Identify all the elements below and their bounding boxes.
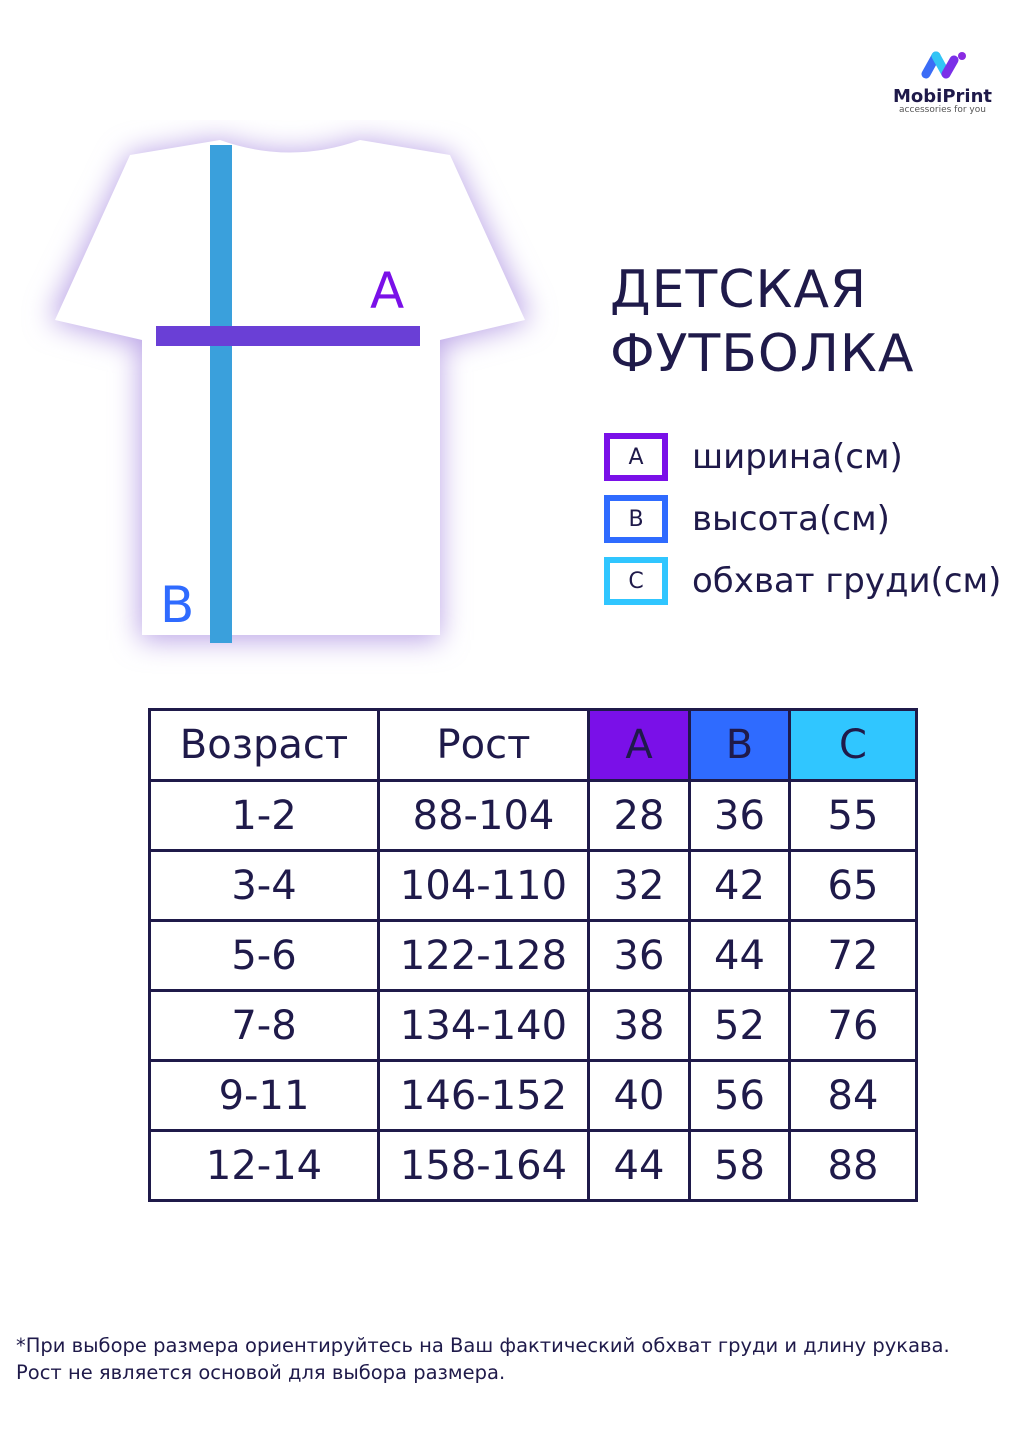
width-ruler (156, 326, 420, 346)
table-cell: 9-11 (148, 1059, 380, 1132)
table-cell: 40 (587, 1059, 691, 1132)
legend-item-a: A ширина(см) (604, 433, 903, 481)
legend-key: B (604, 495, 668, 543)
column-header: A (587, 708, 691, 782)
table-cell: 104-110 (377, 849, 590, 922)
table-cell: 158-164 (377, 1129, 590, 1202)
legend-label: ширина(см) (692, 437, 903, 477)
brand-logo: MobiPrint accessories for you (880, 50, 1005, 115)
table-cell: 88 (788, 1129, 918, 1202)
table-cell: 7-8 (148, 989, 380, 1062)
table-cell: 84 (788, 1059, 918, 1132)
legend-key: A (604, 433, 668, 481)
table-cell: 122-128 (377, 919, 590, 992)
table-cell: 12-14 (148, 1129, 380, 1202)
table-cell: 72 (788, 919, 918, 992)
legend-label: обхват груди(см) (692, 561, 1002, 601)
table-cell: 146-152 (377, 1059, 590, 1132)
table-cell: 56 (688, 1059, 791, 1132)
table-cell: 52 (688, 989, 791, 1062)
table-cell: 42 (688, 849, 791, 922)
title-line: ФУТБОЛКА (610, 324, 915, 384)
tshirt-illustration: A B (50, 140, 530, 643)
height-ruler (210, 145, 232, 643)
column-header: C (788, 708, 918, 782)
logo-mark-icon (921, 51, 966, 79)
table-row: 7-8 134-140 38 52 76 (148, 989, 918, 1062)
label-b: B (160, 576, 194, 634)
table-cell: 36 (587, 919, 691, 992)
table-cell: 88-104 (377, 779, 590, 852)
column-header: B (688, 708, 791, 782)
table-row: 1-2 88-104 28 36 55 (148, 779, 918, 852)
legend-key: C (604, 557, 668, 605)
table-row: 3-4 104-110 32 42 65 (148, 849, 918, 922)
table-cell: 3-4 (148, 849, 380, 922)
table-cell: 65 (788, 849, 918, 922)
table-cell: 76 (788, 989, 918, 1062)
legend-label: высота(см) (692, 499, 890, 539)
legend-item-c: C обхват груди(см) (604, 557, 1001, 605)
footnote: *При выборе размера ориентируйтесь на Ва… (16, 1332, 950, 1386)
column-header: Возраст (148, 708, 380, 782)
table-cell: 58 (688, 1129, 791, 1202)
page-title: ДЕТСКАЯ ФУТБОЛКА (610, 258, 914, 386)
table-row: 5-6 122-128 36 44 72 (148, 919, 918, 992)
footnote-line: *При выборе размера ориентируйтесь на Ва… (16, 1334, 950, 1357)
table-cell: 32 (587, 849, 691, 922)
table-cell: 55 (788, 779, 918, 852)
table-cell: 36 (688, 779, 791, 852)
size-table: Возраст Рост A B C 1-2 88-104 28 36 55 3-4 104-110 3… (148, 708, 918, 1202)
column-header: Рост (377, 708, 590, 782)
table-row: 9-11 146-152 40 56 84 (148, 1059, 918, 1132)
table-row: 12-14 158-164 44 58 88 (148, 1129, 918, 1202)
table-cell: 5-6 (148, 919, 380, 992)
table-cell: 134-140 (377, 989, 590, 1062)
table-header-row: Возраст Рост A B C (148, 708, 918, 782)
brand-name: MobiPrint (893, 86, 992, 107)
table-cell: 28 (587, 779, 691, 852)
table-cell: 44 (688, 919, 791, 992)
title-line: ДЕТСКАЯ (610, 260, 868, 320)
table-cell: 1-2 (148, 779, 380, 852)
legend-item-b: B высота(см) (604, 495, 890, 543)
label-a: A (370, 262, 404, 320)
brand-tagline: accessories for you (899, 105, 986, 115)
footnote-line: Рост не является основой для выбора разм… (16, 1361, 506, 1384)
table-cell: 38 (587, 989, 691, 1062)
table-cell: 44 (587, 1129, 691, 1202)
